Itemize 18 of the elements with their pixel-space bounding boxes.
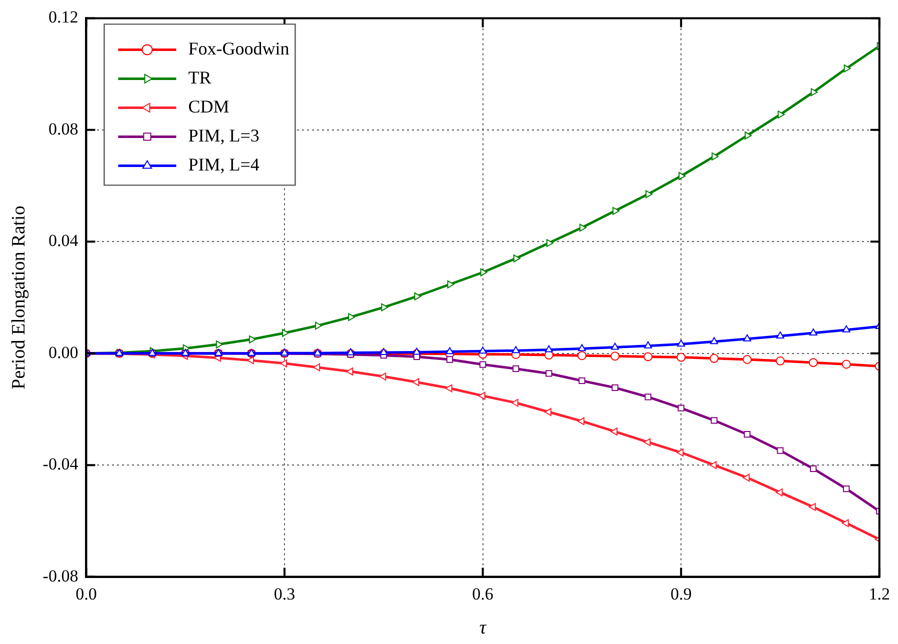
y-axis-title: Period Elongation Ratio (8, 206, 30, 390)
x-tick-label: 0.9 (670, 584, 692, 604)
y-tick-label: 0.04 (48, 231, 79, 250)
legend-label: CDM (188, 96, 230, 116)
x-tick-label: 0.0 (76, 584, 97, 604)
legend-label: PIM, L=3 (188, 125, 260, 146)
legend-label: TR (188, 67, 212, 88)
x-axis-title: τ (479, 618, 488, 639)
y-tick-label: -0.08 (42, 566, 78, 586)
y-tick-label: 0.08 (48, 119, 78, 138)
legend-label: Fox-Goodwin (188, 38, 290, 58)
legend-label: PIM, L=4 (188, 154, 260, 174)
y-tick-label: 0.00 (48, 342, 78, 362)
y-tick-label: 0.12 (48, 8, 78, 27)
x-tick-label: 0.3 (274, 584, 296, 604)
x-tick-label: 0.6 (472, 584, 494, 604)
y-tick-label: -0.04 (42, 454, 79, 474)
x-tick-label: 1.2 (868, 584, 890, 604)
